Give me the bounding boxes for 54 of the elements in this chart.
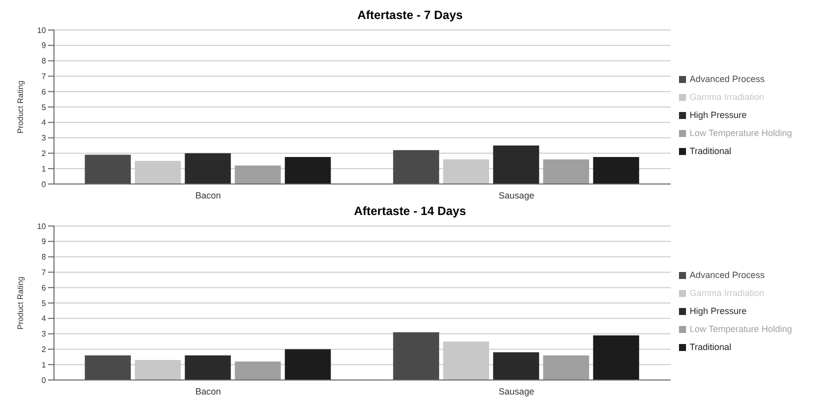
legend-label: High Pressure — [690, 306, 747, 316]
y-tick-label: 4 — [42, 118, 47, 128]
legend-label: Low Temperature Holding — [690, 324, 792, 334]
bar — [284, 157, 331, 184]
y-tick-label: 6 — [42, 87, 47, 96]
legend-label: Advanced Process — [690, 74, 765, 84]
bar — [234, 166, 281, 184]
y-axis-title: Product Rating — [16, 80, 25, 134]
y-tick-label: 10 — [37, 26, 47, 35]
chart-title: Aftertaste - 14 Days — [352, 204, 468, 220]
bar — [234, 362, 281, 380]
bar — [284, 349, 331, 380]
legend-label: Traditional — [690, 342, 732, 352]
bar — [493, 146, 540, 184]
bar — [393, 332, 440, 380]
legend-label: Advanced Process — [690, 270, 765, 280]
y-tick-label: 2 — [42, 149, 47, 158]
bar — [493, 352, 540, 380]
y-tick-label: 9 — [42, 41, 47, 50]
bar — [543, 355, 590, 380]
y-tick-label: 2 — [42, 345, 47, 354]
y-tick-label: 1 — [42, 360, 47, 370]
y-tick-label: 3 — [42, 330, 47, 339]
legend-label: High Pressure — [690, 110, 747, 120]
x-tick-label: Bacon — [195, 386, 221, 396]
bar — [184, 153, 231, 184]
bar — [84, 355, 131, 380]
y-tick-label: 5 — [42, 102, 47, 112]
x-tick-label: Sausage — [498, 190, 534, 200]
chart-title: Aftertaste - 7 Days — [356, 8, 464, 24]
bar — [593, 335, 640, 380]
y-tick-label: 9 — [42, 237, 47, 246]
y-tick-label: 8 — [42, 252, 47, 262]
bar — [543, 159, 590, 184]
legend-label: Low Temperature Holding — [690, 128, 792, 138]
bar — [84, 154, 131, 184]
y-tick-label: 7 — [42, 72, 47, 82]
bar — [593, 157, 640, 184]
x-tick-label: Sausage — [498, 386, 534, 396]
y-tick-label: 6 — [42, 283, 47, 292]
y-tick-label: 0 — [42, 180, 47, 189]
y-tick-label: 10 — [37, 222, 47, 231]
y-tick-label: 1 — [42, 164, 47, 174]
y-tick-label: 5 — [42, 298, 47, 308]
legend-label: Traditional — [690, 146, 732, 156]
y-tick-label: 0 — [42, 376, 47, 385]
x-tick-label: Bacon — [195, 190, 221, 200]
bar — [184, 355, 231, 380]
y-tick-label: 3 — [42, 134, 47, 143]
bar — [393, 150, 440, 184]
y-tick-label: 8 — [42, 56, 47, 66]
y-axis-title: Product Rating — [16, 276, 25, 330]
y-tick-label: 4 — [42, 314, 47, 324]
y-tick-label: 7 — [42, 268, 47, 278]
